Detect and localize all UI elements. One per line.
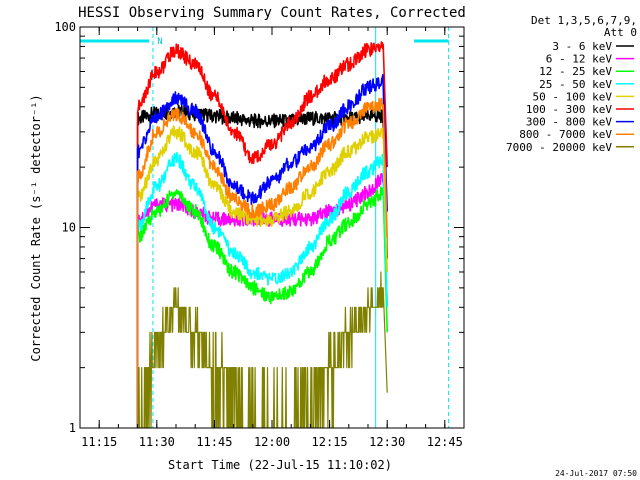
- legend-entry-label: 25 - 50 keV: [539, 78, 612, 91]
- x-tick-label: 12:15: [312, 435, 348, 449]
- series-line: [136, 41, 388, 428]
- x-tick-label: 11:15: [81, 435, 117, 449]
- series-line: [137, 271, 388, 428]
- legend-entry-label: 50 - 100 keV: [533, 90, 613, 103]
- series-line: [136, 186, 388, 428]
- series-line: [136, 97, 388, 428]
- series-line: [136, 74, 388, 428]
- legend-header: Att 0: [604, 26, 637, 39]
- legend-entry-label: 800 - 7000 keV: [519, 128, 612, 141]
- y-tick-label: 100: [54, 20, 76, 34]
- legend-entry-label: 100 - 300 keV: [526, 103, 612, 116]
- legend-entry-label: 6 - 12 keV: [546, 53, 613, 66]
- legend-entry-label: 7000 - 20000 keV: [506, 141, 612, 154]
- y-tick-label: 10: [62, 221, 76, 235]
- legend-header: Det 1,3,5,6,7,9,: [531, 14, 637, 27]
- legend-entry-label: 12 - 25 keV: [539, 65, 612, 78]
- series-line: [136, 151, 388, 428]
- x-tick-label: 11:30: [139, 435, 175, 449]
- axes-layer: 11:15 11:30 11:45 12:00 12:15 12:30 12:45 1 10 10…: [54, 20, 465, 449]
- legend-entry-label: 300 - 800 keV: [526, 116, 612, 129]
- flags-layer: [80, 27, 450, 428]
- x-tick-label: 11:45: [196, 435, 232, 449]
- series-layer: [136, 41, 388, 428]
- y-tick-label: 1: [69, 421, 76, 435]
- x-tick-label: 12:45: [427, 435, 463, 449]
- series-line: [136, 125, 388, 428]
- x-tick-label: 12:00: [254, 435, 290, 449]
- chart-title: HESSI Observing Summary Count Rates, Cor…: [78, 5, 466, 21]
- x-axis-label: Start Time (22-Jul-15 11:10:02): [168, 458, 392, 472]
- footer-timestamp: 24-Jul-2017 07:50: [555, 469, 637, 478]
- legend-entry-label: 3 - 6 keV: [552, 40, 612, 53]
- flag-marker: N: [157, 37, 162, 47]
- y-axis-label: Corrected Count Rate (s⁻¹ detector⁻¹): [29, 94, 43, 361]
- x-tick-label: 12:30: [369, 435, 405, 449]
